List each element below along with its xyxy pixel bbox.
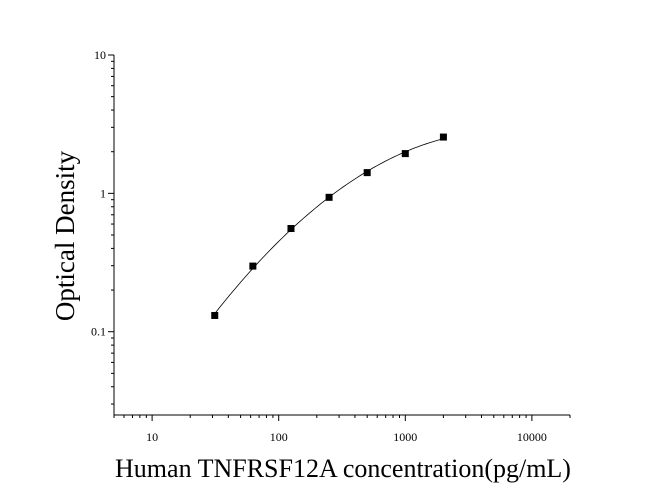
y-axis-ticks: 0.1 1 10 (91, 48, 114, 405)
y-axis-title: Optical Density (50, 150, 80, 321)
x-axis-title: Human TNFRSF12A concentration(pg/mL) (115, 454, 571, 483)
data-point (363, 169, 371, 177)
x-tick-label: 100 (270, 430, 288, 444)
data-point (287, 225, 295, 233)
x-tick-label: 1000 (393, 430, 417, 444)
x-axis-ticks: 10 100 1000 10000 (113, 415, 571, 444)
data-points (211, 133, 447, 319)
x-tick-label: 10000 (517, 430, 547, 444)
data-point (211, 311, 219, 319)
y-tick-label: 0.1 (91, 325, 106, 339)
axes: 0.1 1 10 10 100 1000 10000 (91, 48, 571, 444)
data-point (325, 193, 333, 201)
fit-curve (214, 138, 444, 314)
y-tick-label: 10 (94, 48, 106, 62)
x-tick-label: 10 (146, 430, 158, 444)
data-point (439, 133, 447, 141)
data-point (401, 150, 409, 158)
y-tick-label: 1 (100, 186, 106, 200)
data-point (249, 262, 257, 270)
